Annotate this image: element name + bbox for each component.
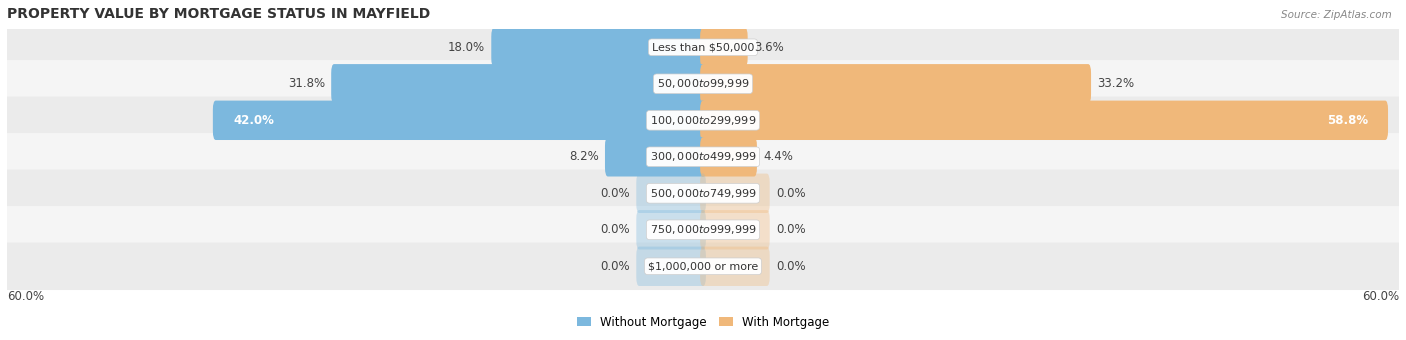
FancyBboxPatch shape — [700, 210, 769, 250]
FancyBboxPatch shape — [605, 137, 706, 176]
Text: 4.4%: 4.4% — [763, 150, 793, 163]
FancyBboxPatch shape — [6, 60, 1400, 107]
Text: Less than $50,000: Less than $50,000 — [652, 42, 754, 52]
Text: 0.0%: 0.0% — [600, 260, 630, 273]
Text: 33.2%: 33.2% — [1098, 77, 1135, 90]
Text: 0.0%: 0.0% — [600, 223, 630, 236]
Legend: Without Mortgage, With Mortgage: Without Mortgage, With Mortgage — [572, 311, 834, 333]
FancyBboxPatch shape — [6, 133, 1400, 181]
FancyBboxPatch shape — [700, 101, 1388, 140]
Text: 58.8%: 58.8% — [1327, 114, 1368, 127]
FancyBboxPatch shape — [700, 174, 769, 213]
Text: 18.0%: 18.0% — [447, 41, 485, 54]
Text: 0.0%: 0.0% — [776, 223, 806, 236]
FancyBboxPatch shape — [700, 64, 1091, 103]
Text: 42.0%: 42.0% — [233, 114, 274, 127]
FancyBboxPatch shape — [700, 246, 769, 286]
Text: 0.0%: 0.0% — [600, 187, 630, 200]
FancyBboxPatch shape — [212, 101, 706, 140]
Text: 0.0%: 0.0% — [776, 260, 806, 273]
Text: 60.0%: 60.0% — [1362, 290, 1399, 303]
Text: 60.0%: 60.0% — [7, 290, 44, 303]
Text: $300,000 to $499,999: $300,000 to $499,999 — [650, 150, 756, 163]
Text: 8.2%: 8.2% — [569, 150, 599, 163]
Text: $500,000 to $749,999: $500,000 to $749,999 — [650, 187, 756, 200]
FancyBboxPatch shape — [6, 170, 1400, 217]
FancyBboxPatch shape — [6, 242, 1400, 290]
FancyBboxPatch shape — [332, 64, 706, 103]
Text: PROPERTY VALUE BY MORTGAGE STATUS IN MAYFIELD: PROPERTY VALUE BY MORTGAGE STATUS IN MAY… — [7, 7, 430, 21]
FancyBboxPatch shape — [700, 137, 756, 176]
FancyBboxPatch shape — [6, 97, 1400, 144]
FancyBboxPatch shape — [637, 246, 706, 286]
Text: 31.8%: 31.8% — [288, 77, 325, 90]
Text: Source: ZipAtlas.com: Source: ZipAtlas.com — [1281, 10, 1392, 20]
Text: 3.6%: 3.6% — [754, 41, 783, 54]
FancyBboxPatch shape — [6, 206, 1400, 254]
Text: $750,000 to $999,999: $750,000 to $999,999 — [650, 223, 756, 236]
Text: $100,000 to $299,999: $100,000 to $299,999 — [650, 114, 756, 127]
FancyBboxPatch shape — [6, 23, 1400, 71]
FancyBboxPatch shape — [700, 28, 748, 67]
Text: $1,000,000 or more: $1,000,000 or more — [648, 261, 758, 271]
FancyBboxPatch shape — [491, 28, 706, 67]
FancyBboxPatch shape — [637, 210, 706, 250]
FancyBboxPatch shape — [637, 174, 706, 213]
Text: 0.0%: 0.0% — [776, 187, 806, 200]
Text: $50,000 to $99,999: $50,000 to $99,999 — [657, 77, 749, 90]
